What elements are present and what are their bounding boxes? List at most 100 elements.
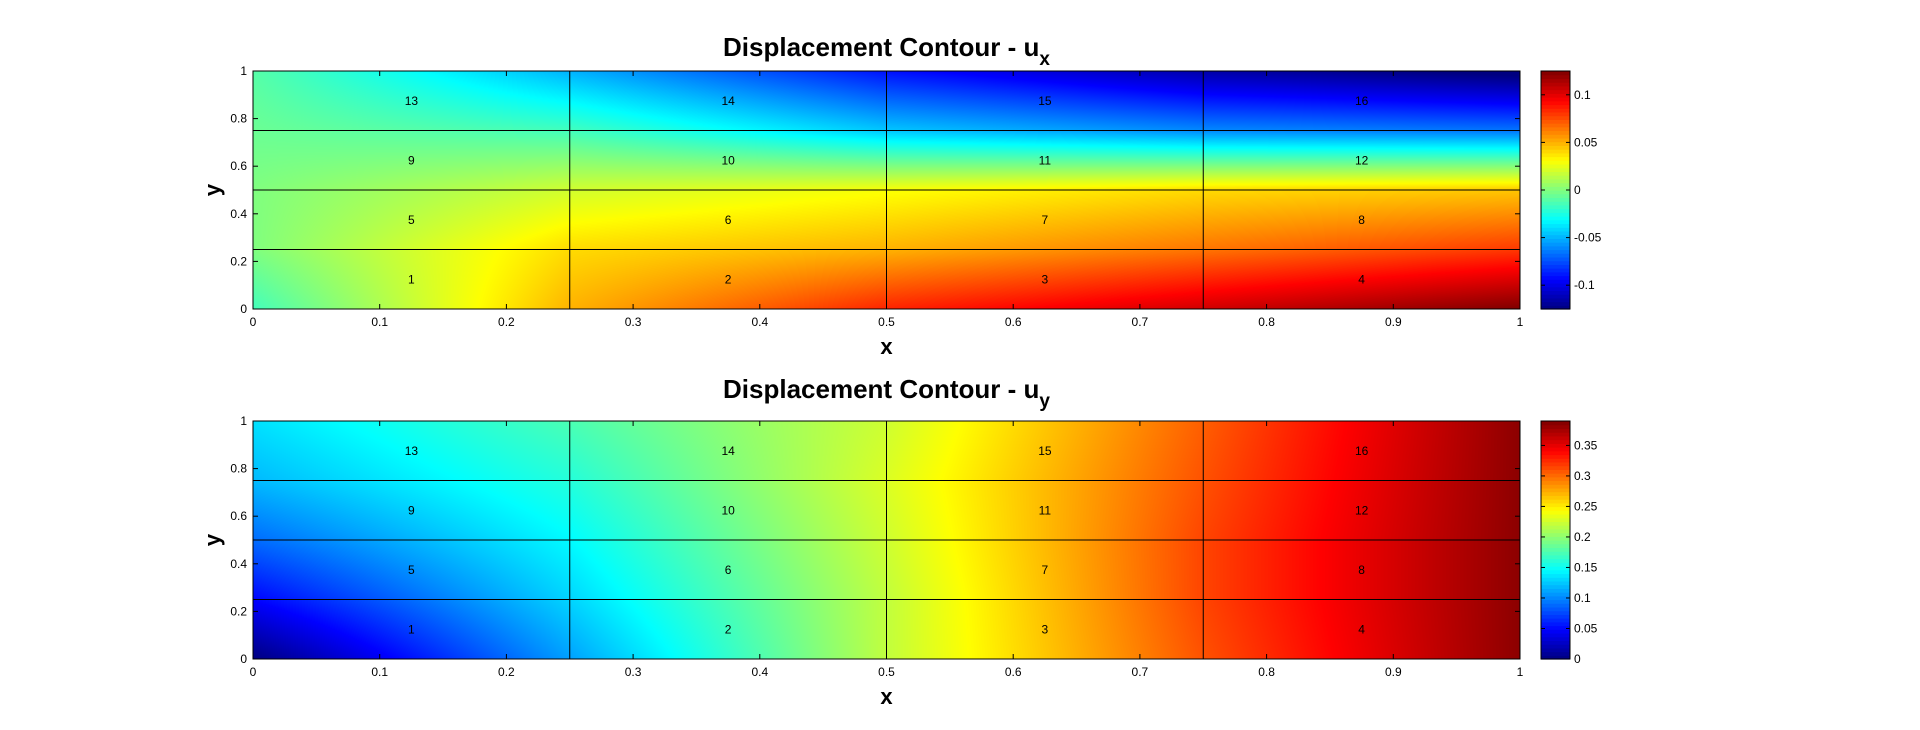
colorbar-swatch: [1541, 160, 1570, 165]
colorbar-swatch: [1541, 558, 1570, 563]
colorbar-swatch: [1541, 484, 1570, 489]
element-label: 1: [408, 272, 415, 286]
colorbar-swatch: [1541, 592, 1570, 597]
x-tick-label: 0: [250, 315, 257, 329]
colorbar-swatch: [1541, 238, 1570, 243]
colorbar-tick-label: 0.3: [1574, 469, 1591, 483]
element-label: 2: [725, 622, 732, 636]
chart-title-subscript: y: [1039, 391, 1050, 412]
colorbar-swatch: [1541, 629, 1570, 634]
element-label: 5: [408, 213, 415, 227]
colorbar-swatch: [1541, 264, 1570, 269]
colorbar-swatch: [1541, 149, 1570, 154]
colorbar-swatch: [1541, 577, 1570, 582]
colorbar-swatch: [1541, 454, 1570, 459]
colorbar-swatch: [1541, 268, 1570, 273]
colorbar-swatch: [1541, 152, 1570, 158]
colorbar-swatch: [1541, 621, 1570, 627]
colorbar-swatch: [1541, 465, 1570, 470]
colorbar-swatch: [1541, 253, 1570, 258]
element-label: 16: [1355, 94, 1369, 108]
colorbar-swatch: [1541, 480, 1570, 485]
colorbar-tick-label: 0: [1574, 652, 1581, 666]
x-tick-label: 1: [1517, 315, 1524, 329]
colorbar-swatch: [1541, 603, 1570, 608]
colorbar-swatch: [1541, 208, 1570, 213]
element-label: 10: [721, 153, 735, 167]
colorbar-swatch: [1541, 513, 1570, 519]
colorbar-swatch: [1541, 461, 1570, 467]
x-tick-label: 0.8: [1258, 665, 1275, 679]
colorbar-tick-label: -0.05: [1574, 231, 1602, 245]
colorbar-swatch: [1541, 595, 1570, 601]
colorbar-swatch: [1541, 536, 1570, 541]
colorbar-swatch: [1541, 573, 1570, 578]
colorbar-swatch: [1541, 421, 1570, 426]
element-label: 7: [1042, 213, 1049, 227]
colorbar-swatch: [1541, 424, 1570, 430]
colorbar-swatch: [1541, 163, 1570, 169]
x-tick-label: 0.4: [751, 315, 768, 329]
colorbar-swatch: [1541, 580, 1570, 586]
x-tick-label: 0.5: [878, 315, 895, 329]
colorbar-swatch: [1541, 186, 1570, 191]
colorbar-swatch: [1541, 588, 1570, 593]
y-tick-label: 0.4: [230, 557, 247, 571]
colorbar-swatch: [1541, 506, 1570, 511]
element-label: 10: [721, 503, 735, 517]
y-tick-label: 0: [240, 302, 247, 316]
colorbar-swatch: [1541, 305, 1570, 310]
chart-title: Displacement Contour - uy: [723, 374, 1050, 412]
colorbar-swatch: [1541, 197, 1570, 202]
y-tick-label: 0.6: [230, 159, 247, 173]
element-label: 9: [408, 153, 415, 167]
colorbar-swatch: [1541, 212, 1570, 217]
colorbar-swatch: [1541, 227, 1570, 232]
y-tick-label: 1: [240, 414, 247, 428]
colorbar-tick-label: 0.2: [1574, 530, 1591, 544]
chart-title-main: Displacement Contour - u: [723, 32, 1039, 62]
colorbar-swatch: [1541, 432, 1570, 437]
colorbar-swatch: [1541, 487, 1570, 493]
x-tick-label: 0.7: [1132, 315, 1149, 329]
element-label: 4: [1358, 622, 1365, 636]
colorbar-swatch: [1541, 640, 1570, 645]
colorbar-tick-label: 0.25: [1574, 499, 1598, 513]
colorbar-swatch: [1541, 134, 1570, 139]
colorbar-swatch: [1541, 655, 1570, 660]
element-label: 15: [1038, 444, 1052, 458]
colorbar-swatch: [1541, 167, 1570, 173]
colorbar-swatch: [1541, 510, 1570, 515]
plot-0: Displacement Contour - ux1 2 3 45 6 7 89 10 11 12…: [200, 32, 1602, 359]
colorbar-swatch: [1541, 647, 1570, 653]
colorbar-swatch: [1541, 104, 1570, 109]
y-tick-label: 0.4: [230, 207, 247, 221]
colorbar-swatch: [1541, 469, 1570, 474]
colorbar-swatch: [1541, 428, 1570, 433]
colorbar-swatch: [1541, 204, 1570, 210]
y-tick-label: 1: [240, 64, 247, 78]
colorbar-swatch: [1541, 108, 1570, 113]
colorbar-swatch: [1541, 130, 1570, 135]
colorbar-swatch: [1541, 610, 1570, 615]
colorbar: -0.1 -0.05 0 0.05 0.1: [1540, 70, 1602, 310]
colorbar-swatch: [1541, 632, 1570, 638]
colorbar-swatch: [1541, 286, 1570, 292]
colorbar-swatch: [1541, 525, 1570, 530]
chart-title: Displacement Contour - ux: [723, 32, 1050, 70]
colorbar: 0 0.05 0.1 0.15 0.2 0.25 0.3 0.35: [1540, 420, 1598, 666]
colorbar-swatch: [1541, 178, 1570, 184]
colorbar-swatch: [1541, 201, 1570, 206]
element-mesh: [253, 421, 1520, 659]
colorbar-swatch: [1541, 119, 1570, 124]
element-label: 14: [721, 444, 735, 458]
colorbar-swatch: [1541, 193, 1570, 199]
colorbar-swatch: [1541, 502, 1570, 508]
colorbar-swatch: [1541, 82, 1570, 87]
colorbar-swatch: [1541, 271, 1570, 277]
x-tick-label: 1: [1517, 665, 1524, 679]
element-label: 1: [408, 622, 415, 636]
x-tick-label: 0.2: [498, 315, 515, 329]
colorbar-swatch: [1541, 614, 1570, 619]
element-label: 9: [408, 503, 415, 517]
